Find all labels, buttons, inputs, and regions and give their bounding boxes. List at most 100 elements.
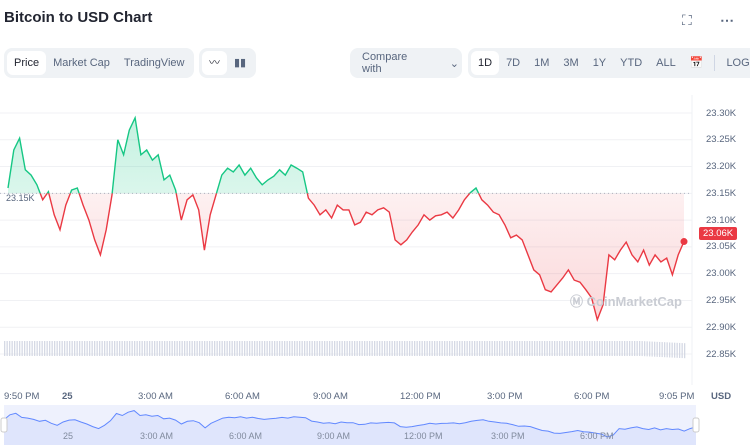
compare-dropdown[interactable]: Compare with ⌄ bbox=[350, 48, 462, 78]
volume-bar bbox=[464, 341, 466, 356]
volume-bar bbox=[336, 341, 338, 356]
volume-bar bbox=[424, 341, 426, 356]
volume-bar bbox=[519, 341, 521, 356]
volume-bar bbox=[549, 341, 551, 356]
volume-bar bbox=[409, 341, 411, 356]
volume-bar bbox=[184, 341, 186, 356]
current-price-dot bbox=[680, 238, 688, 246]
volume-bar bbox=[486, 341, 488, 356]
volume-bar bbox=[426, 341, 428, 356]
log-toggle[interactable]: LOG bbox=[726, 57, 750, 69]
range-1m[interactable]: 1M bbox=[534, 57, 550, 69]
calendar-icon[interactable]: 📅 bbox=[689, 57, 704, 69]
volume-bar bbox=[64, 341, 66, 356]
volume-bar bbox=[364, 341, 366, 356]
volume-bar bbox=[541, 341, 543, 356]
volume-bar bbox=[321, 341, 323, 356]
volume-bar bbox=[349, 341, 351, 356]
volume-bar bbox=[631, 341, 633, 356]
volume-bar bbox=[496, 341, 498, 356]
volume-bar bbox=[134, 341, 136, 356]
volume-bar bbox=[346, 341, 348, 356]
volume-bar bbox=[569, 341, 571, 356]
volume-bar bbox=[529, 341, 531, 356]
volume-bar bbox=[634, 341, 636, 356]
volume-bar bbox=[376, 341, 378, 356]
volume-bar bbox=[206, 341, 208, 356]
volume-bar bbox=[319, 341, 321, 356]
volume-bar bbox=[239, 341, 241, 356]
volume-bar bbox=[536, 341, 538, 356]
x-tick-label: 9:00 AM bbox=[313, 391, 348, 402]
volume-bar bbox=[539, 341, 541, 356]
volume-bar bbox=[446, 341, 448, 356]
volume-bar bbox=[281, 341, 283, 356]
volume-bar bbox=[414, 341, 416, 356]
tab-price[interactable]: Price bbox=[7, 51, 47, 75]
volume-bar bbox=[284, 341, 286, 356]
range-7d[interactable]: 7D bbox=[506, 57, 521, 69]
candlestick-icon[interactable]: ▮▮ bbox=[234, 57, 247, 69]
volume-bar bbox=[249, 341, 251, 356]
volume-bar bbox=[279, 341, 281, 356]
volume-bar bbox=[646, 341, 648, 357]
volume-bar bbox=[301, 341, 303, 356]
volume-bar bbox=[71, 341, 73, 356]
tab-market-cap[interactable]: Market Cap bbox=[53, 57, 110, 69]
volume-bar bbox=[89, 341, 91, 356]
volume-bar bbox=[421, 341, 423, 356]
range-1d[interactable]: 1D bbox=[471, 51, 500, 75]
volume-bar bbox=[286, 341, 288, 356]
volume-bar bbox=[601, 341, 603, 356]
volume-bar bbox=[14, 341, 16, 356]
volume-bar bbox=[641, 341, 643, 357]
volume-bar bbox=[124, 341, 126, 356]
volume-bar bbox=[679, 342, 681, 358]
volume-bar bbox=[674, 342, 676, 358]
more-icon[interactable]: ⋯ bbox=[720, 12, 734, 28]
volume-bar bbox=[189, 341, 191, 356]
volume-bar bbox=[494, 341, 496, 356]
volume-bar bbox=[564, 341, 566, 356]
volume-bar bbox=[436, 341, 438, 356]
volume-bar bbox=[96, 341, 98, 356]
volume-bar bbox=[191, 341, 193, 356]
volume-bar bbox=[291, 341, 293, 356]
volume-bar bbox=[439, 341, 441, 356]
navigator-handle-left[interactable] bbox=[0, 417, 8, 433]
navigator-handle-right[interactable] bbox=[692, 417, 700, 433]
volume-bar bbox=[606, 341, 608, 356]
range-ytd[interactable]: YTD bbox=[620, 57, 643, 69]
volume-bar bbox=[271, 341, 273, 356]
fullscreen-icon[interactable]: ⛶ bbox=[682, 12, 692, 28]
compare-label: Compare with bbox=[362, 51, 408, 75]
tab-tradingview[interactable]: TradingView bbox=[123, 57, 185, 69]
range-all[interactable]: ALL bbox=[656, 57, 676, 69]
volume-bar bbox=[214, 341, 216, 356]
range-3m[interactable]: 3M bbox=[563, 57, 579, 69]
volume-bar bbox=[476, 341, 478, 356]
volume-bar bbox=[611, 341, 613, 356]
volume-bar bbox=[299, 341, 301, 356]
volume-bar bbox=[431, 341, 433, 356]
y-tick-label: 22.90K bbox=[706, 321, 737, 333]
y-tick-label: 23.25K bbox=[706, 134, 737, 146]
volume-bar bbox=[194, 341, 196, 356]
volume-bar bbox=[401, 341, 403, 356]
line-chart-icon[interactable]: 〰 bbox=[202, 51, 227, 75]
volume-bar bbox=[391, 341, 393, 356]
y-tick-label: 22.85K bbox=[706, 348, 737, 360]
volume-bar bbox=[29, 341, 31, 356]
volume-bar bbox=[24, 341, 26, 356]
volume-bar bbox=[211, 341, 213, 356]
volume-bar bbox=[466, 341, 468, 356]
volume-bar bbox=[181, 341, 183, 356]
volume-bar bbox=[451, 341, 453, 356]
volume-bar bbox=[456, 341, 458, 356]
volume-bar bbox=[454, 341, 456, 356]
volume-bar bbox=[221, 341, 223, 356]
range-1y[interactable]: 1Y bbox=[592, 57, 607, 69]
volume-bar bbox=[434, 341, 436, 356]
volume-bar bbox=[396, 341, 398, 356]
